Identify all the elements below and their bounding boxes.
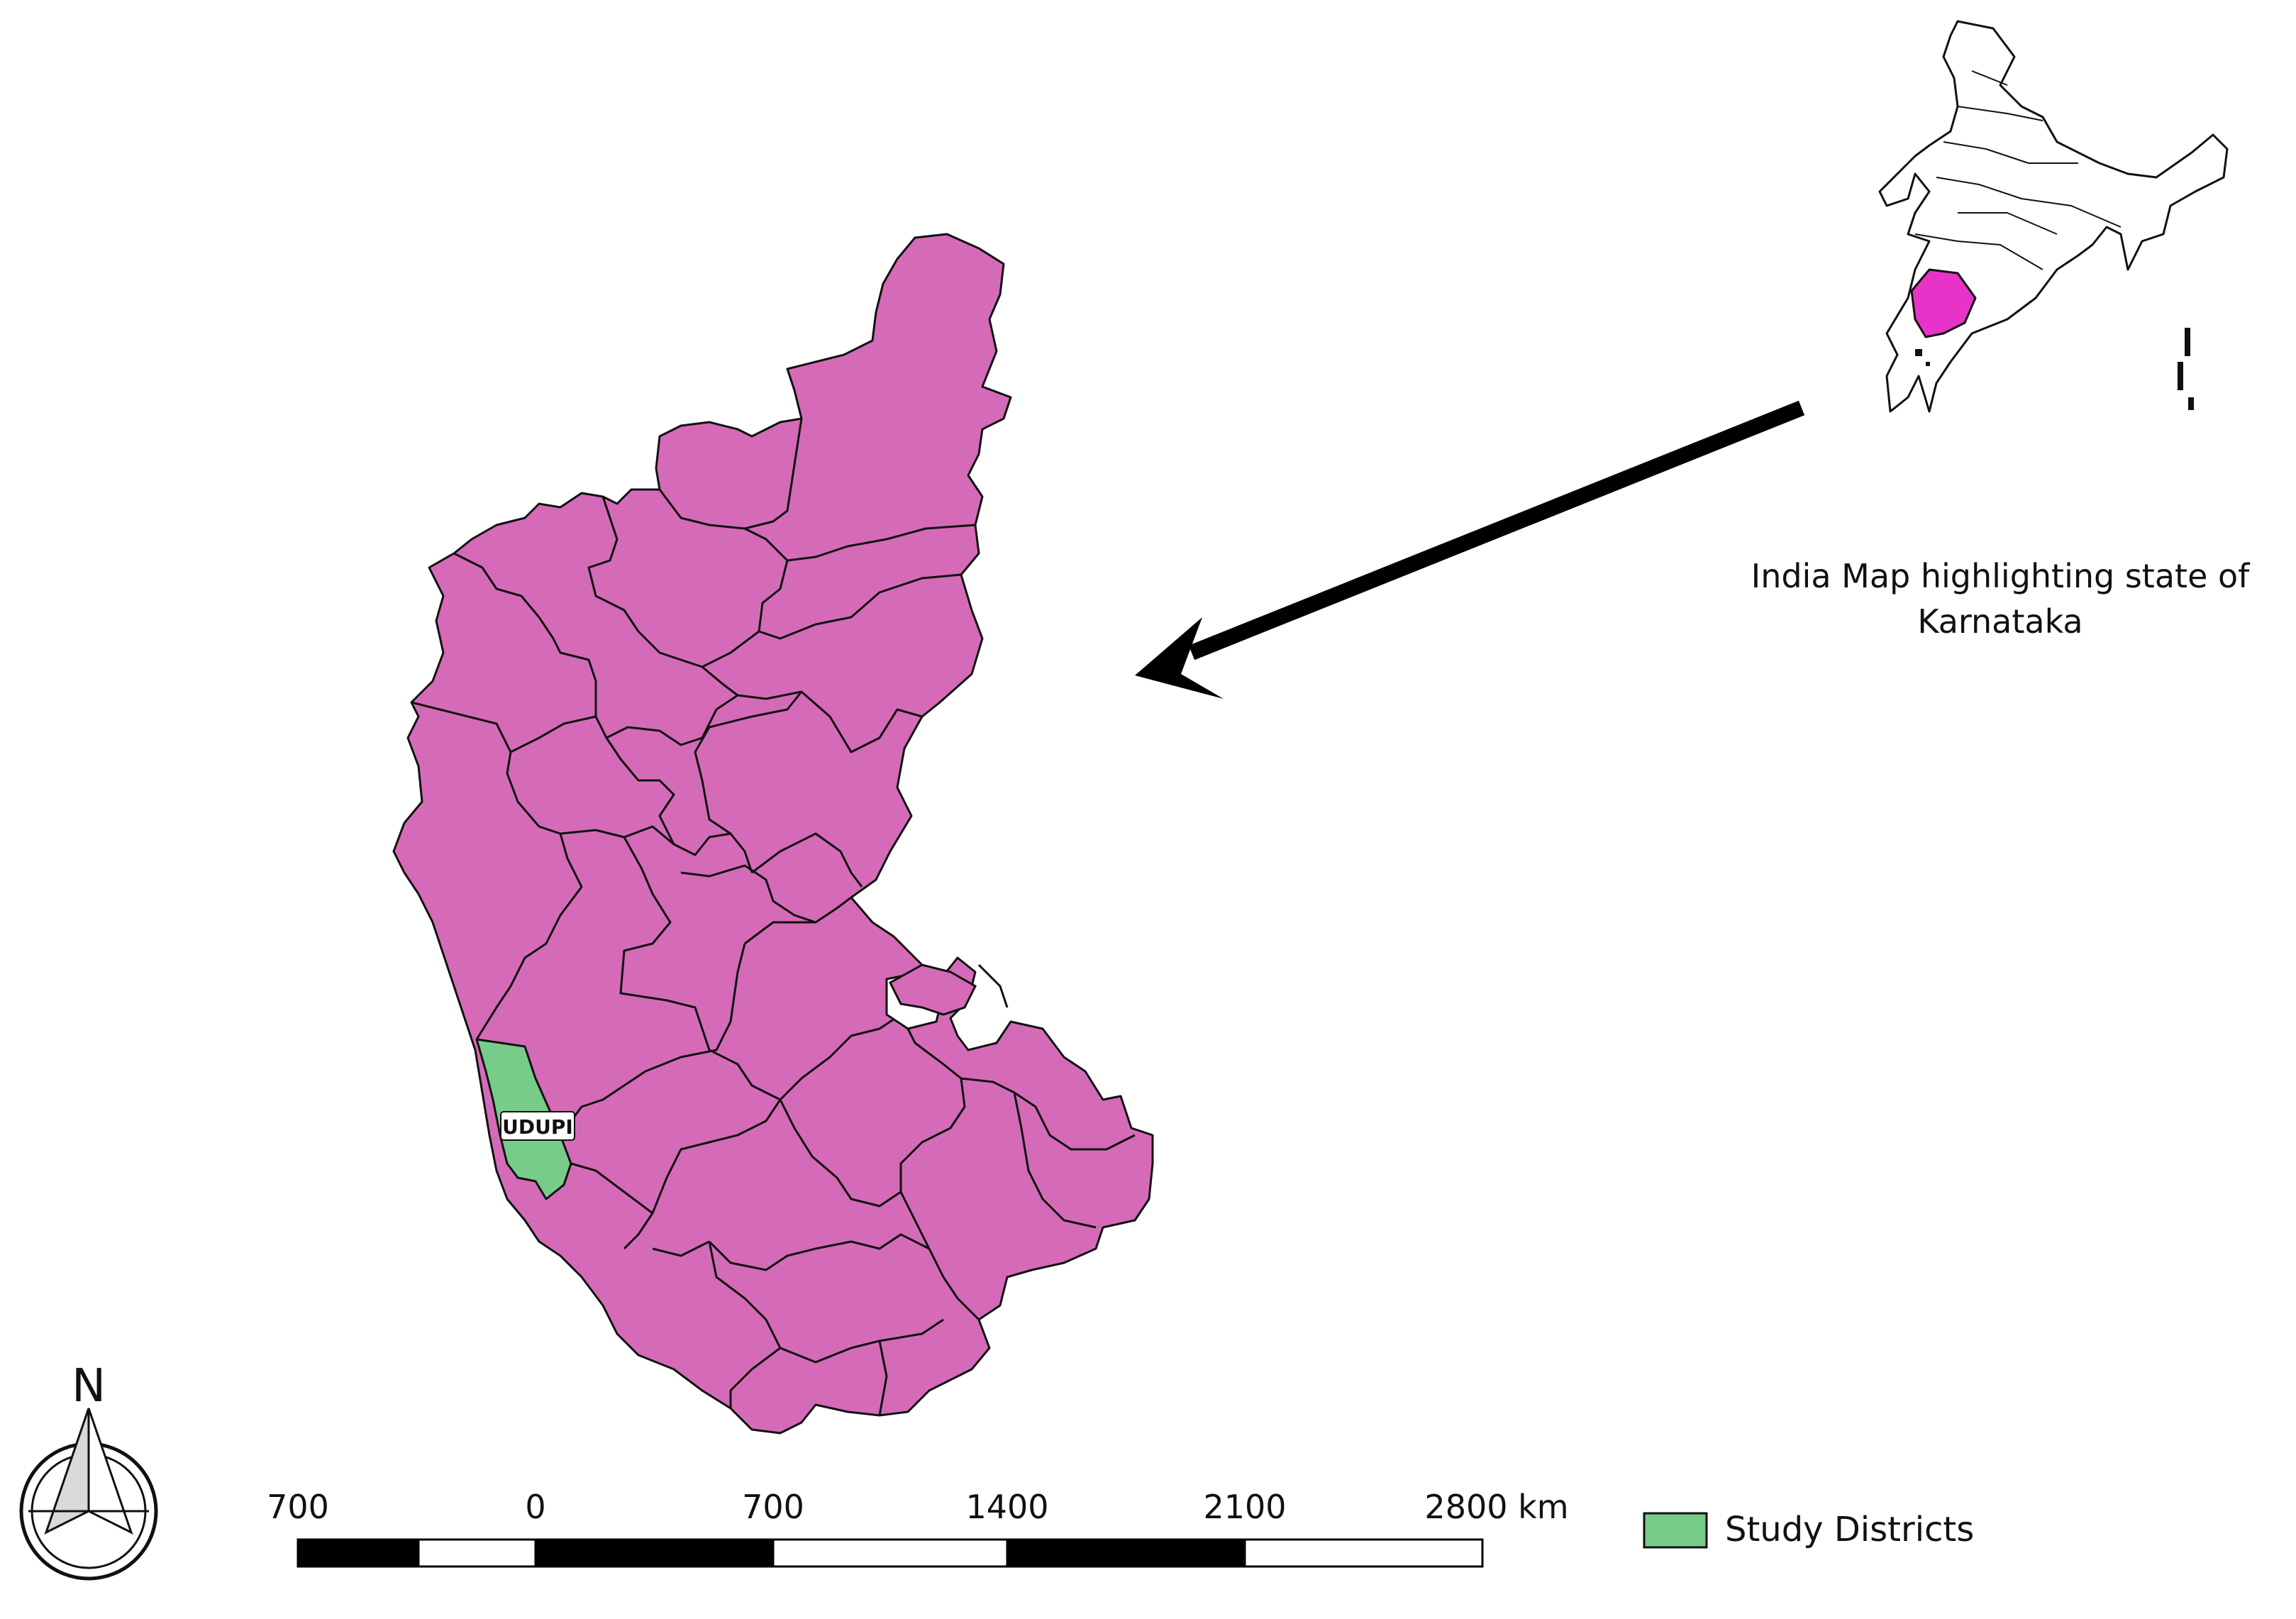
district-boundaries — [411, 418, 1136, 1416]
legend-label-study-districts: Study Districts — [1725, 1510, 1975, 1549]
scale-tick-3: 1400 — [965, 1488, 1048, 1526]
karnataka-inset-highlight — [1910, 268, 1977, 338]
legend-swatch-study-districts — [1643, 1512, 1708, 1549]
scale-tick-1: 0 — [525, 1488, 545, 1526]
inset-caption-line2: Karnataka — [1917, 602, 2083, 641]
district-enclave — [889, 963, 977, 1016]
inset-islands — [1915, 328, 2194, 410]
inset-caption: India Map highlighting state of Karnatak… — [1731, 553, 2270, 644]
karnataka-map — [392, 233, 1154, 1435]
scale-bar-ticks: 700 0 700 1400 2100 2800 km — [267, 1488, 1568, 1526]
karnataka-state-outline — [392, 233, 1154, 1435]
udupi-label: UDUPI — [500, 1111, 575, 1141]
india-inset-map — [1878, 20, 2229, 413]
scale-tick-2: 700 — [742, 1488, 804, 1526]
india-outline — [1878, 20, 2229, 413]
scale-bar: 700 0 700 1400 2100 2800 km — [267, 1488, 1569, 1568]
scale-tick-4: 2100 — [1203, 1488, 1286, 1526]
udupi-label-halo — [500, 1111, 575, 1141]
north-letter: N — [72, 1360, 106, 1413]
inset-caption-line1: India Map highlighting state of — [1751, 557, 2250, 595]
north-arrow-icon: N — [19, 1360, 158, 1581]
scale-tick-5: 2800 km — [1424, 1488, 1568, 1526]
scale-tick-0: 700 — [267, 1488, 329, 1526]
pointer-arrow-icon — [1135, 400, 1805, 699]
udupi-label-text: UDUPI — [502, 1115, 573, 1139]
